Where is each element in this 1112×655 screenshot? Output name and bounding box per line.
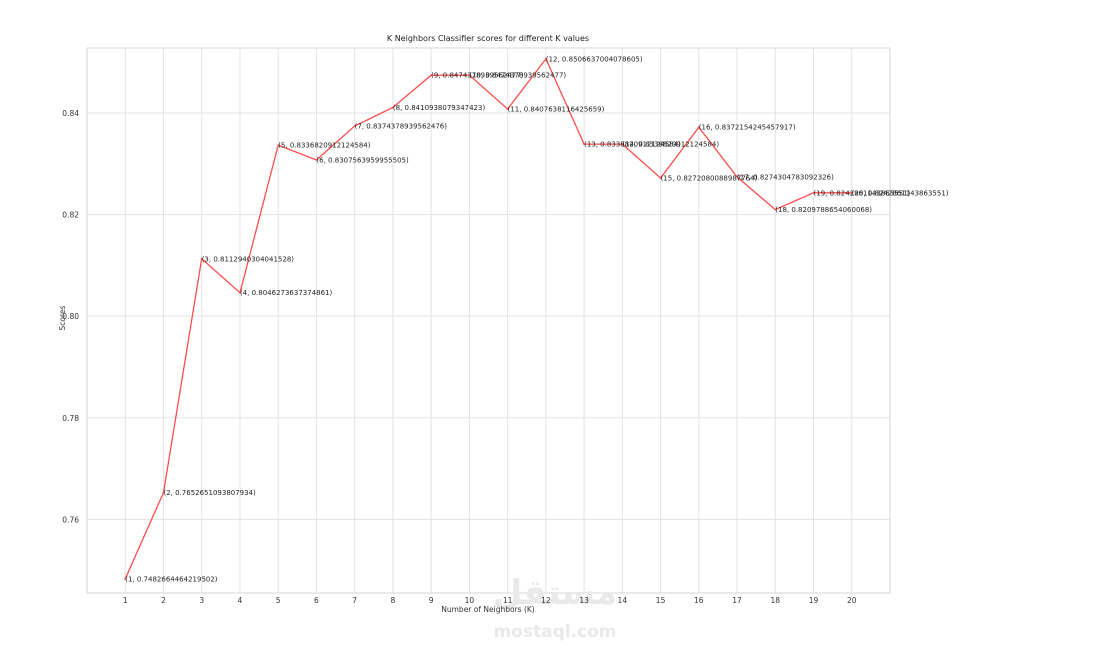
x-tick-label: 16 (694, 596, 704, 605)
series-layer (124, 57, 853, 580)
data-label: (3, 0.8112940304041528) (202, 255, 295, 263)
y-tick-label: 0.76 (62, 515, 79, 524)
data-point (392, 106, 394, 109)
y-tick-label: 0.84 (62, 109, 79, 118)
series-line (124, 57, 852, 580)
x-tick-label: 15 (656, 596, 666, 605)
y-tick-label: 0.82 (62, 211, 79, 220)
data-label: (7, 0.8374378939562476) (355, 123, 448, 131)
data-label: (2, 0.7652651093807934) (163, 489, 256, 497)
data-label: (1, 0.7482664464219502) (125, 575, 218, 583)
data-label: (19, 0.8242861143863551) (814, 189, 911, 197)
x-tick-label: 9 (429, 596, 434, 605)
chart-title: K Neighbors Classifier scores for differ… (387, 34, 589, 43)
data-label: (13, 0.8338820912124584) (584, 141, 681, 149)
data-point (736, 175, 738, 178)
tick-labels: 1 2 3 4 5 6 7 8 9 10 11 12 13 14 15 16 17 18 19 200.760.780… (62, 109, 856, 605)
data-labels: (1, 0.7482664464219502) (2, 0.76526510938… (125, 55, 949, 583)
data-label: (11, 0.8407638116425659) (508, 106, 605, 114)
y-axis-label: Scores (58, 305, 67, 330)
watermark-text: mostaql.com (493, 622, 616, 642)
data-label: (6, 0.8307563959955505) (316, 156, 409, 164)
x-tick-label: 5 (276, 596, 281, 605)
x-tick-label: 3 (199, 596, 204, 605)
y-tick-label: 0.80 (62, 312, 79, 321)
data-point (621, 143, 624, 145)
x-tick-label: 2 (161, 596, 166, 605)
x-tick-label: 13 (579, 596, 589, 605)
data-label: (4, 0.8046273637374861) (240, 289, 333, 297)
data-point (162, 491, 165, 494)
data-point (239, 291, 241, 294)
x-tick-label: 12 (541, 596, 551, 605)
x-tick-label: 4 (238, 596, 243, 605)
x-tick-label: 10 (465, 596, 475, 605)
data-label: (9, 0.8474378939562477) (431, 72, 524, 80)
x-tick-label: 7 (352, 596, 357, 605)
data-point (468, 74, 471, 77)
data-label: (15, 0.8272080088987764) (661, 174, 758, 182)
data-label: (18, 0.8209788654060068) (775, 206, 872, 214)
data-point (277, 144, 280, 147)
x-tick-label: 14 (618, 596, 628, 605)
plot-frame (86, 47, 891, 594)
x-tick-label: 18 (771, 596, 781, 605)
data-label: (16, 0.8372154245457917) (699, 124, 796, 132)
data-label: (14, 0.8338820912124584) (622, 141, 719, 149)
watermark-logo: مستقل (493, 573, 617, 613)
y-tick-label: 0.78 (62, 414, 79, 423)
x-tick-label: 19 (809, 596, 819, 605)
data-label: (12, 0.8506637004078605) (546, 55, 643, 63)
data-point (697, 126, 700, 129)
x-tick-label: 17 (732, 596, 742, 605)
data-point (544, 57, 547, 60)
data-point (353, 125, 356, 127)
data-point (812, 191, 815, 194)
data-point (200, 257, 203, 260)
x-tick-label: 11 (503, 596, 513, 605)
data-point (659, 177, 662, 179)
data-point (506, 108, 509, 111)
data-point (583, 143, 585, 145)
data-label: (17, 0.8274304783092326) (737, 173, 834, 181)
data-point (430, 74, 433, 77)
x-tick-label: 1 (123, 596, 128, 605)
x-axis-label: Number of Neighbors (K) (441, 605, 535, 614)
data-point (124, 578, 127, 580)
data-point (315, 159, 318, 161)
data-label: (10, 0.8474378939562477) (469, 72, 566, 80)
x-tick-label: 20 (847, 596, 857, 605)
x-tick-label: 6 (314, 596, 319, 605)
x-tick-label: 8 (391, 596, 396, 605)
data-label: (20, 0.8242861143863551) (852, 189, 949, 197)
grid-lines (86, 47, 891, 594)
watermark: مستقل mostaql.com (493, 573, 617, 642)
data-label: (5, 0.8336820912124584) (278, 142, 371, 150)
data-point (774, 208, 777, 211)
data-label: (8, 0.8410938079347423) (393, 104, 486, 112)
data-point (850, 191, 853, 194)
